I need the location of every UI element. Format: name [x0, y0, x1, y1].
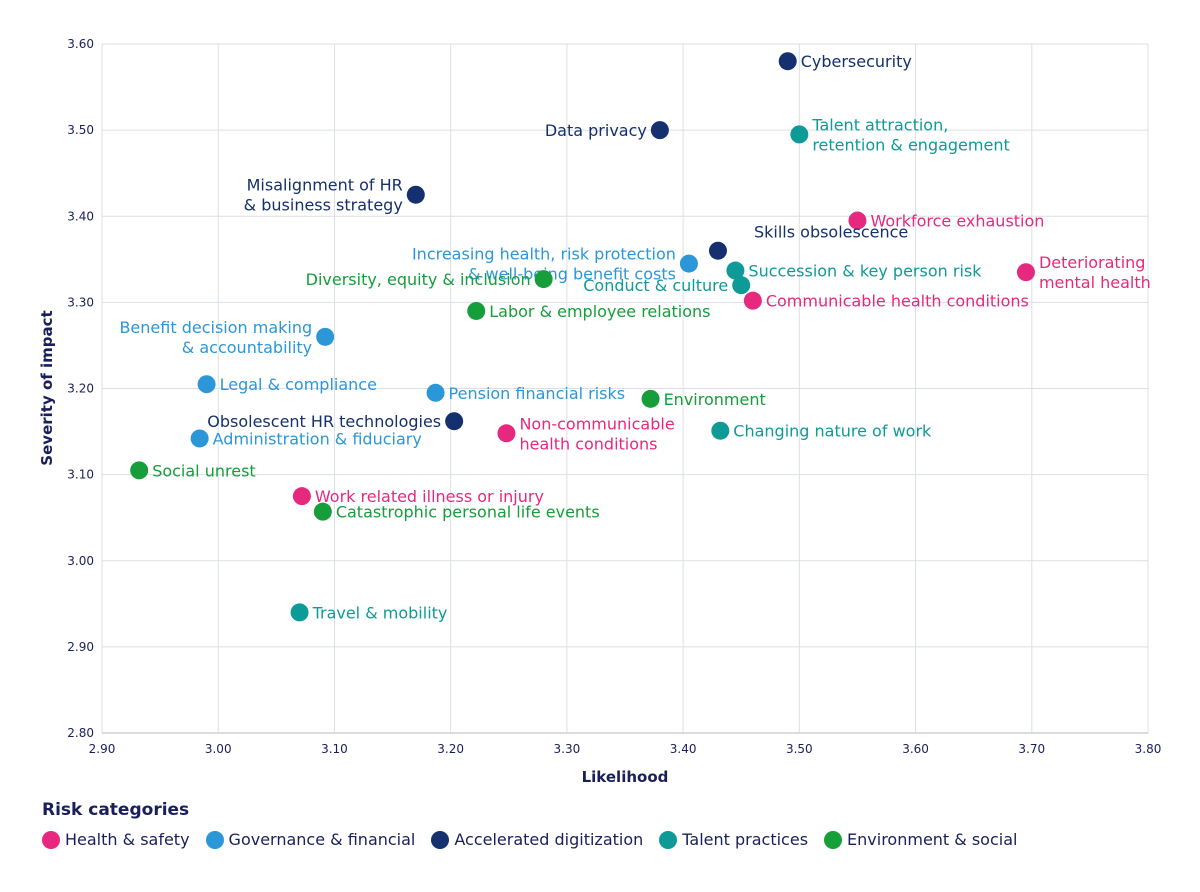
point-label: Changing nature of work: [733, 422, 932, 441]
point-label: Administration & fiduciary: [213, 429, 422, 448]
scatter-chart: 2.90 3.00 3.10 3.20 3.30 3.40 3.50 3.60 3.70 3.80…: [38, 37, 1162, 786]
point-label: Work related illness or injury: [315, 487, 544, 506]
legend-item: Environment & social: [824, 830, 1017, 849]
x-tick-label: 3.70: [1018, 742, 1045, 756]
data-point: [679, 254, 698, 273]
legend-item: Talent practices: [659, 830, 808, 849]
x-tick-label: 3.80: [1135, 742, 1162, 756]
data-point: [534, 270, 553, 289]
legend-label: Accelerated digitization: [454, 830, 644, 849]
y-tick-label: 2.80: [67, 726, 94, 740]
data-point: [406, 185, 425, 204]
data-point: [497, 424, 516, 443]
x-tick-label: 3.40: [670, 742, 697, 756]
point-label: Increasing health, risk protection & well…: [412, 245, 676, 284]
data-point: [130, 461, 149, 480]
legend-swatch: [431, 830, 450, 849]
data-point: [778, 52, 797, 71]
x-axis-ticks: 2.90 3.00 3.10 3.20 3.30 3.40 3.50 3.60 3.70 3.80: [89, 742, 1162, 756]
point-label: Succession & key person risk: [748, 262, 982, 281]
y-tick-label: 3.00: [67, 554, 94, 568]
data-point: [290, 603, 309, 622]
x-tick-label: 3.60: [902, 742, 929, 756]
data-point: [726, 261, 745, 280]
point-label: Non-communicable health conditions: [519, 414, 674, 453]
legend-items: Health & safety Governance & financial Acc…: [42, 830, 1033, 849]
data-point: [650, 121, 669, 140]
data-point: [848, 211, 867, 230]
legend-item: Health & safety: [42, 830, 190, 849]
legend-swatch: [659, 830, 678, 849]
data-points: Cybersecurity Data privacy Talent attracti…: [119, 52, 1151, 622]
point-label: Data privacy: [545, 121, 647, 140]
x-axis-title: Likelihood: [582, 768, 669, 786]
data-point: [292, 487, 311, 506]
point-label: Benefit decision making & accountability: [119, 318, 312, 357]
data-point: [426, 383, 445, 402]
legend-item: Accelerated digitization: [431, 830, 643, 849]
data-point: [190, 429, 209, 448]
point-label: Social unrest: [152, 461, 255, 480]
legend-label: Talent practices: [682, 830, 809, 849]
point-label: Diversity, equity & inclusion: [306, 270, 531, 289]
point-label: Legal & compliance: [220, 375, 377, 394]
point-label: Communicable health conditions: [766, 292, 1029, 311]
point-label: Misalignment of HR & business strategy: [244, 176, 403, 215]
y-tick-label: 3.50: [67, 123, 94, 137]
data-point: [445, 412, 464, 431]
data-point: [467, 301, 486, 320]
y-tick-label: 3.60: [67, 37, 94, 51]
legend: Risk categories Health & safety Governanc…: [42, 800, 1033, 849]
data-point: [1016, 263, 1035, 282]
point-label: Workforce exhaustion: [870, 212, 1044, 231]
y-axis-title: Severity of impact: [38, 310, 56, 465]
point-label: Cybersecurity: [801, 52, 912, 71]
point-label: Environment: [664, 390, 766, 409]
x-tick-label: 3.10: [321, 742, 348, 756]
data-point: [641, 389, 660, 408]
x-tick-label: 2.90: [89, 742, 116, 756]
legend-swatch: [205, 830, 224, 849]
legend-swatch: [824, 830, 843, 849]
data-point: [790, 125, 809, 144]
legend-label: Environment & social: [847, 830, 1018, 849]
point-label: Talent attraction, retention & engagement: [811, 115, 1009, 154]
y-tick-label: 2.90: [67, 640, 94, 654]
x-tick-label: 3.50: [786, 742, 813, 756]
y-tick-label: 3.10: [67, 468, 94, 482]
data-point: [316, 327, 335, 346]
y-tick-label: 3.40: [67, 209, 94, 223]
data-point: [743, 291, 762, 310]
x-tick-label: 3.00: [205, 742, 232, 756]
data-point: [313, 502, 332, 521]
legend-swatch: [42, 830, 60, 849]
point-label: Skills obsolescence: [754, 223, 908, 242]
data-point: [732, 276, 751, 295]
y-axis-ticks: 2.80 2.90 3.00 3.10 3.20 3.30 3.40 3.50 3.60: [67, 37, 94, 740]
point-label: Obsolescent HR technologies: [207, 412, 441, 431]
y-tick-label: 3.20: [67, 382, 94, 396]
point-label: Labor & employee relations: [489, 302, 710, 321]
point-label: Catastrophic personal life events: [336, 503, 600, 522]
data-point: [197, 375, 216, 394]
legend-label: Health & safety: [65, 830, 190, 849]
point-label: Deteriorating mental health: [1039, 253, 1151, 292]
point-label: Conduct & culture: [583, 276, 728, 295]
y-tick-label: 3.30: [67, 295, 94, 309]
x-tick-label: 3.30: [554, 742, 581, 756]
point-label: Pension financial risks: [449, 384, 626, 403]
legend-title: Risk categories: [42, 800, 190, 820]
legend-label: Governance & financial: [228, 830, 416, 849]
point-label: Travel & mobility: [312, 603, 448, 622]
data-point: [711, 421, 730, 440]
x-tick-label: 3.20: [437, 742, 464, 756]
grid-lines: [101, 43, 1149, 734]
data-point: [708, 241, 727, 260]
legend-item: Governance & financial: [205, 830, 416, 849]
